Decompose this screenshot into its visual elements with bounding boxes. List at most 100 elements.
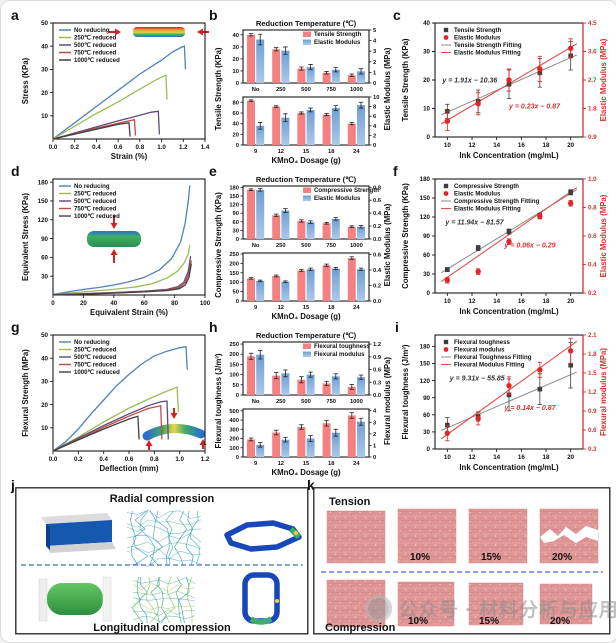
compression-snapshot-20 xyxy=(539,583,593,625)
svg-text:Flexural toughness (J/m³): Flexural toughness (J/m³) xyxy=(401,344,410,439)
bar-750-series1 xyxy=(322,223,331,239)
svg-text:Ink Concentration (mg/mL): Ink Concentration (mg/mL) xyxy=(459,151,559,160)
watermark: 公众号 · 材料分析与应用 xyxy=(365,595,616,622)
svg-text:Elastic Modulus (MPa): Elastic Modulus (MPa) xyxy=(599,38,608,121)
svg-text:0.2: 0.2 xyxy=(588,290,597,297)
series-500℃ reduced xyxy=(52,400,169,452)
svg-text:No: No xyxy=(252,87,260,93)
bar-12-series2 xyxy=(281,439,290,457)
svg-text:1000: 1000 xyxy=(350,399,363,405)
svg-text:16: 16 xyxy=(518,298,525,305)
bar-No-series2 xyxy=(256,354,265,395)
svg-text:20: 20 xyxy=(567,142,574,149)
svg-text:9: 9 xyxy=(254,305,258,311)
radial-ring-image xyxy=(224,520,302,552)
svg-text:Compressive Strength: Compressive Strength xyxy=(314,187,379,194)
svg-text:0.6: 0.6 xyxy=(588,427,597,434)
bar-24-series1 xyxy=(347,258,356,301)
svg-text:14: 14 xyxy=(493,454,500,461)
svg-text:Compressive Strength Fitting: Compressive Strength Fitting xyxy=(454,198,540,205)
longitudinal-compression-label: Longitudinal compression xyxy=(93,622,231,634)
bar-9-series2 xyxy=(256,125,265,145)
bar-24-series2 xyxy=(357,269,365,301)
svg-text:12: 12 xyxy=(469,454,476,461)
bar-9-series1 xyxy=(247,439,255,457)
bar-250-series2 xyxy=(281,50,290,83)
svg-text:150: 150 xyxy=(420,361,431,368)
svg-text:750℃ reduced: 750℃ reduced xyxy=(74,206,117,213)
svg-text:Tensile Strength Fitting: Tensile Strength Fitting xyxy=(454,42,522,49)
series-1000℃ reduced xyxy=(52,415,140,452)
bar-9-series1 xyxy=(247,100,255,145)
svg-text:180: 180 xyxy=(38,179,49,186)
svg-text:24: 24 xyxy=(353,305,360,311)
panel-label-a: a xyxy=(11,7,19,23)
series-lines xyxy=(52,185,192,296)
series-1000℃ reduced xyxy=(52,263,192,296)
tension-snapshot-10 xyxy=(397,508,457,564)
svg-text:90: 90 xyxy=(233,211,239,217)
svg-text:0.6: 0.6 xyxy=(373,198,382,204)
bar-500-series2 xyxy=(306,222,315,239)
svg-text:0: 0 xyxy=(236,455,239,461)
bar-250-series2 xyxy=(281,210,290,239)
svg-text:500: 500 xyxy=(229,409,239,415)
svg-text:10: 10 xyxy=(444,142,451,149)
svg-text:750: 750 xyxy=(326,243,336,249)
svg-text:Flexural modulus: Flexural modulus xyxy=(454,347,505,354)
svg-text:1.2: 1.2 xyxy=(588,389,597,396)
bar-12-series1 xyxy=(272,275,281,301)
fit-equations: y = 11.94x − 81.57 y = 0.06x − 0.29 xyxy=(444,220,555,250)
svg-text:9: 9 xyxy=(254,461,258,467)
series-No reducing xyxy=(52,45,187,140)
svg-text:0.6: 0.6 xyxy=(125,456,134,463)
svg-text:90: 90 xyxy=(423,233,430,240)
svg-text:180: 180 xyxy=(420,176,431,183)
svg-text:20: 20 xyxy=(41,90,48,97)
svg-text:250℃ reduced: 250℃ reduced xyxy=(74,191,117,198)
compression-label: Compression xyxy=(325,622,396,634)
svg-text:0: 0 xyxy=(373,143,376,149)
compression-snapshot-10 xyxy=(397,581,455,627)
svg-text:50: 50 xyxy=(233,383,239,389)
bar-No-series1 xyxy=(247,189,255,239)
svg-text:150: 150 xyxy=(229,362,239,368)
series-250℃ reduced xyxy=(52,74,168,140)
svg-text:30: 30 xyxy=(233,228,239,234)
bar-12-series1 xyxy=(272,432,281,457)
svg-text:150: 150 xyxy=(420,195,431,202)
svg-text:500℃ reduced: 500℃ reduced xyxy=(74,354,117,361)
panel-label-g: g xyxy=(11,319,20,335)
svg-text:500: 500 xyxy=(301,399,311,405)
svg-text:0.6: 0.6 xyxy=(373,253,382,259)
axes: 0.0 0.2 0.4 0.6 0.8 1.0 1.2 10 20 30 40 50 Deflectio… xyxy=(21,332,210,473)
svg-text:200: 200 xyxy=(229,352,239,358)
svg-text:0.3: 0.3 xyxy=(373,380,382,386)
svg-text:Tensile Strength: Tensile Strength xyxy=(454,27,502,34)
svg-text:250: 250 xyxy=(229,342,239,348)
svg-text:9: 9 xyxy=(254,149,258,155)
svg-text:90: 90 xyxy=(423,395,430,402)
bar-No-series1 xyxy=(247,356,255,395)
compression-strain-10: 10% xyxy=(408,616,428,627)
svg-text:30: 30 xyxy=(233,45,239,51)
subplot: 0 50 100 150 200 250 0.0 0.2 0.4 0.6 9 12 15 18 24 xyxy=(229,252,382,311)
svg-text:Elastic Modulus (MPa): Elastic Modulus (MPa) xyxy=(599,194,608,277)
svg-text:0.0: 0.0 xyxy=(373,237,381,243)
chart-f-compressive-fit: 10 12 14 16 18 20 0 30 60 90 120 150 180 0.2 0.4 0.6 0.8… xyxy=(401,176,608,316)
panel-label-k: k xyxy=(307,477,315,493)
svg-text:No: No xyxy=(252,243,260,249)
svg-text:20: 20 xyxy=(233,132,239,138)
svg-text:15: 15 xyxy=(303,461,310,467)
svg-text:KMnO₄ Dosage (g): KMnO₄ Dosage (g) xyxy=(271,156,341,165)
svg-text:Compressive Strength: Compressive Strength xyxy=(454,183,519,190)
svg-text:12: 12 xyxy=(278,461,284,467)
svg-text:0: 0 xyxy=(236,81,239,87)
bar-15-series1 xyxy=(297,113,306,145)
svg-text:0.4: 0.4 xyxy=(99,456,108,463)
bar-500-series2 xyxy=(306,374,315,395)
svg-text:Ink Concentration (mg/mL): Ink Concentration (mg/mL) xyxy=(459,463,559,472)
svg-text:50: 50 xyxy=(233,290,239,296)
svg-text:5: 5 xyxy=(373,28,377,34)
